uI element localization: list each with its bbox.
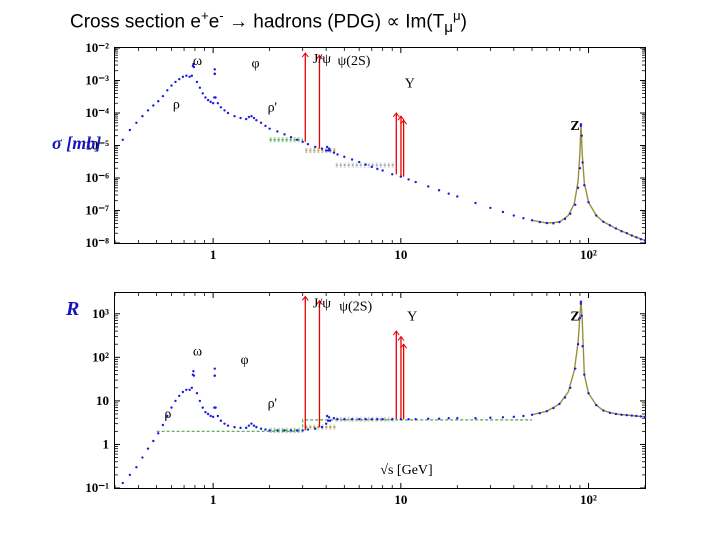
svg-text:Υ: Υ — [405, 77, 415, 92]
svg-text:ρ': ρ' — [268, 397, 278, 412]
svg-text:10: 10 — [96, 393, 109, 408]
svg-text:10: 10 — [394, 247, 407, 262]
svg-text:ρ: ρ — [164, 407, 171, 422]
svg-text:ψ(2S): ψ(2S) — [339, 299, 372, 314]
svg-text:10⁻⁷: 10⁻⁷ — [85, 203, 109, 218]
svg-text:10⁻³: 10⁻³ — [85, 73, 109, 88]
svg-text:10²: 10² — [580, 247, 597, 262]
svg-text:1: 1 — [210, 492, 217, 507]
page-title: Cross section e+e- → hadrons (PDG) ∝ Im(… — [70, 8, 467, 36]
svg-text:10⁻¹: 10⁻¹ — [85, 480, 109, 495]
sigma-chart-svg: 11010²10⁻⁸10⁻⁷10⁻⁶10⁻⁵10⁻⁴10⁻³10⁻²ωρφρ'J… — [115, 48, 645, 243]
svg-text:J/ψ: J/ψ — [313, 52, 331, 67]
svg-text:Z: Z — [570, 119, 579, 134]
svg-text:10: 10 — [394, 492, 407, 507]
r-chart-svg: 11010²10⁻¹11010²10³ωρφρ'J/ψψ(2S)ΥZ√s [Ge… — [115, 293, 645, 488]
svg-text:φ: φ — [241, 353, 249, 368]
svg-text:10³: 10³ — [92, 306, 109, 321]
svg-text:10⁻⁴: 10⁻⁴ — [85, 105, 109, 120]
svg-text:Z: Z — [570, 310, 579, 325]
svg-text:10⁻⁸: 10⁻⁸ — [85, 235, 109, 250]
svg-text:10²: 10² — [92, 349, 109, 364]
svg-text:Υ: Υ — [407, 310, 417, 325]
r-ylabel: R — [66, 298, 79, 321]
t-subm: μ — [444, 19, 453, 36]
svg-text:1: 1 — [103, 436, 110, 451]
svg-text:1: 1 — [210, 247, 217, 262]
svg-text:ρ: ρ — [173, 97, 180, 112]
svg-text:√s [GeV]: √s [GeV] — [380, 463, 432, 478]
svg-text:ρ': ρ' — [268, 101, 278, 116]
svg-text:10⁻⁶: 10⁻⁶ — [85, 170, 109, 185]
svg-text:ψ(2S): ψ(2S) — [338, 54, 371, 69]
t1: Cross section e — [70, 11, 201, 32]
sigma-ylabel-text: σ [mb] — [52, 133, 101, 153]
t4: ) — [461, 11, 467, 32]
svg-text:ω: ω — [193, 345, 202, 360]
t3: → hadrons (PDG) ∝ Im(T — [224, 11, 445, 32]
svg-text:φ: φ — [251, 57, 259, 72]
svg-text:ω: ω — [193, 54, 202, 69]
svg-text:J/ψ: J/ψ — [313, 296, 331, 311]
sigma-chart-box: 11010²10⁻⁸10⁻⁷10⁻⁶10⁻⁵10⁻⁴10⁻³10⁻²ωρφρ'J… — [114, 47, 646, 244]
svg-text:10²: 10² — [580, 492, 597, 507]
r-ylabel-text: R — [66, 298, 79, 320]
sigma-ylabel: σ [mb] — [52, 133, 101, 154]
svg-text:10⁻²: 10⁻² — [85, 40, 109, 55]
t2: e — [209, 11, 220, 32]
t-supm: μ — [453, 8, 461, 23]
r-chart-box: 11010²10⁻¹11010²10³ωρφρ'J/ψψ(2S)ΥZ√s [Ge… — [114, 292, 646, 489]
t-sup1: + — [201, 8, 209, 23]
